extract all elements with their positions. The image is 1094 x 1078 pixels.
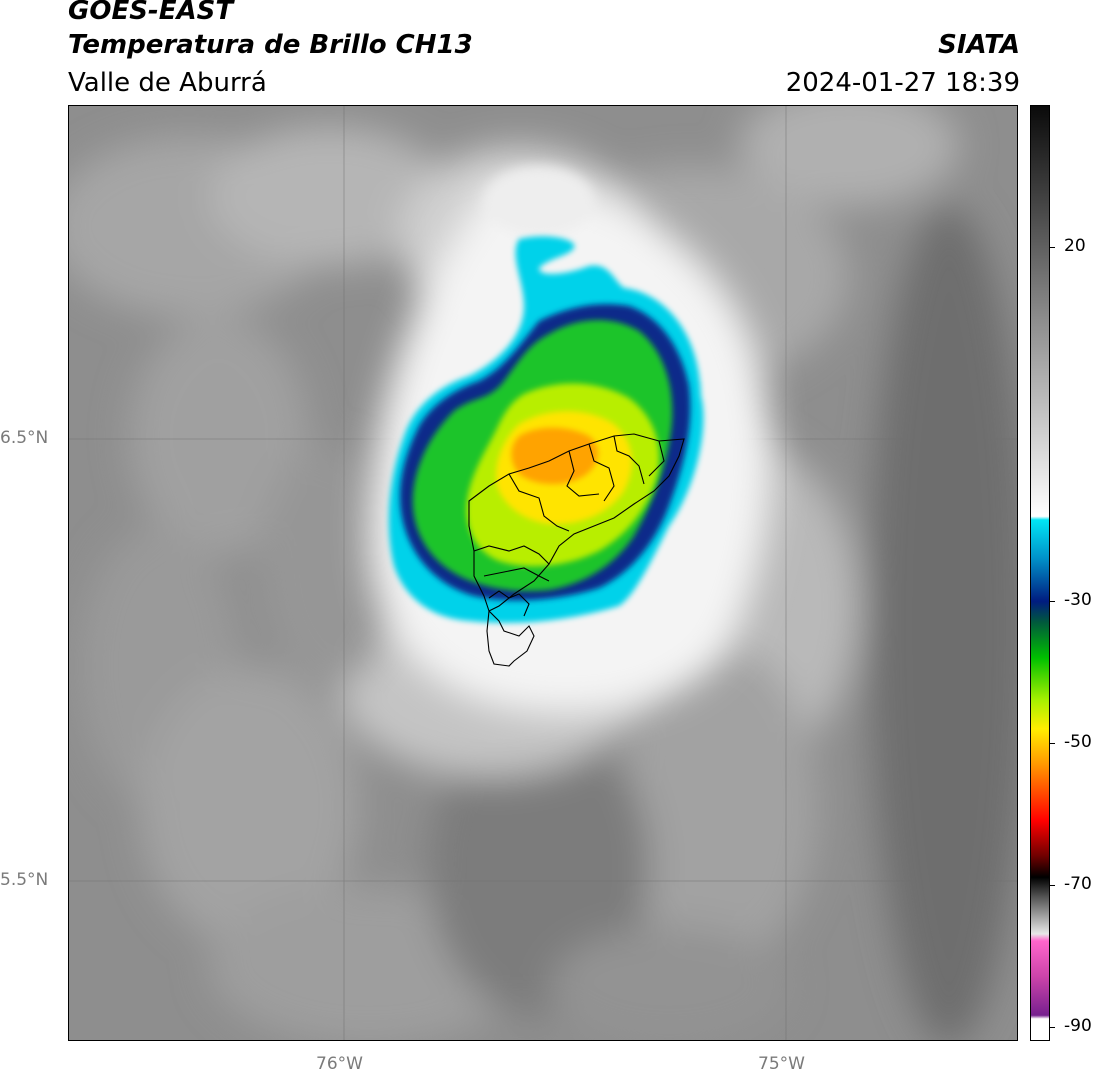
colorbar-tick-mark	[1050, 743, 1055, 744]
satellite-title: GOES-EAST	[68, 0, 234, 26]
longitude-label: 76°W	[316, 1054, 363, 1074]
organization-title: SIATA	[938, 30, 1020, 60]
colorbar-tick-label: -50	[1064, 732, 1092, 752]
colorbar-tick-mark	[1050, 885, 1055, 886]
longitude-label: 75°W	[758, 1054, 805, 1074]
colorbar-tick-label: -90	[1064, 1016, 1092, 1036]
brightness-temperature-image	[69, 106, 1017, 1040]
colorbar-tick-label: -70	[1064, 874, 1092, 894]
latitude-label: 5.5°N	[0, 870, 49, 890]
datetime-label: 2024-01-27 18:39	[785, 68, 1020, 98]
latitude-label: 6.5°N	[0, 428, 49, 448]
convective-storm	[369, 166, 771, 714]
satellite-map[interactable]	[68, 105, 1018, 1041]
colorbar-tick-mark	[1050, 1027, 1055, 1028]
colorbar-tick-label: -30	[1064, 590, 1092, 610]
municipal-boundaries	[468, 433, 685, 667]
region-subtitle: Valle de Aburrá	[68, 68, 267, 98]
product-title: Temperatura de Brillo CH13	[68, 30, 473, 60]
temperature-colorbar	[1030, 105, 1050, 1041]
colorbar-tick-mark	[1050, 601, 1055, 602]
colorbar-tick-label: 20	[1064, 236, 1086, 256]
colorbar-tick-mark	[1050, 247, 1055, 248]
